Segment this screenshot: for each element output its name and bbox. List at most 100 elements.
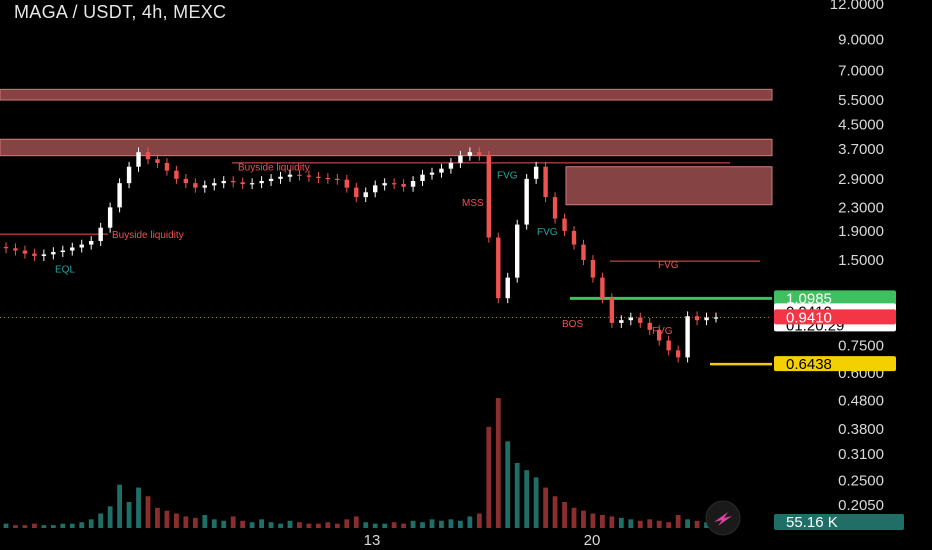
volume-bar <box>136 487 141 528</box>
volume-bar <box>514 463 520 528</box>
volume-bar <box>145 496 151 528</box>
price-badge-value: 0.6438 <box>786 356 832 373</box>
volume-bar <box>183 516 189 528</box>
candle-body <box>429 172 435 175</box>
volume-bar <box>221 520 227 528</box>
candle-body <box>647 322 652 330</box>
candle-body <box>410 180 416 187</box>
candle-body <box>240 182 245 185</box>
time-axis[interactable]: 13 20 <box>364 532 601 549</box>
candle-body <box>22 250 28 254</box>
candle-body <box>458 155 463 163</box>
candle-body <box>145 152 151 160</box>
candle-body <box>496 237 501 299</box>
price-tick-label: 1.5000 <box>838 252 884 269</box>
volume-badge <box>774 514 904 530</box>
chart-title: MAGA / USDT, 4h, MEXC <box>14 2 227 22</box>
candle-body <box>382 183 387 186</box>
volume-bar <box>174 513 179 528</box>
price-tick-label: 0.4800 <box>838 392 884 409</box>
candle-body <box>704 317 709 321</box>
candle-body <box>354 187 359 198</box>
volume-bar <box>155 507 160 528</box>
volume-bar <box>694 520 700 528</box>
price-tick-label: 0.3100 <box>838 446 884 463</box>
volume-bar <box>32 523 37 528</box>
annotations: Buyside liquidity Buyside liquidity EQL MSS… <box>55 163 679 337</box>
candle-body <box>259 180 264 184</box>
time-tick-label: 20 <box>584 532 601 549</box>
candle-body <box>486 155 491 238</box>
volume-bar <box>486 426 492 528</box>
candle-body <box>562 218 567 231</box>
volume-bar <box>230 516 236 528</box>
candle-body <box>609 298 615 323</box>
candle-body <box>174 170 179 179</box>
price-tick-label: 0.2050 <box>838 497 884 514</box>
volume-bar <box>249 522 255 528</box>
volume-bar <box>439 520 444 528</box>
replay-button[interactable] <box>705 500 741 536</box>
volume-bar <box>685 519 690 528</box>
volume-bar <box>647 519 653 528</box>
price-tick-label: 5.5000 <box>838 92 884 109</box>
candle-body <box>193 183 198 188</box>
candle-body <box>391 183 397 185</box>
volume-bar <box>353 516 359 528</box>
chart-annotation: FVG <box>652 326 673 337</box>
candle-body <box>581 244 586 260</box>
price-tick-label: 1.9000 <box>838 223 884 240</box>
price-badge <box>774 290 896 306</box>
candle-body <box>117 183 122 208</box>
chart-annotation: FVG <box>497 171 518 182</box>
volume-bar <box>22 525 28 528</box>
price-badge-value: 1.0985 <box>786 290 832 307</box>
volume-bar <box>401 523 406 528</box>
volume-bar <box>628 519 634 528</box>
supply-zone <box>0 88 773 101</box>
candle-body <box>155 159 160 163</box>
candle-body <box>41 254 47 256</box>
candle-body <box>249 183 255 185</box>
chart-annotation: FVG <box>658 260 679 271</box>
candle-body <box>439 168 444 173</box>
chart-annotation: BOS <box>562 319 583 330</box>
candle-body <box>32 253 37 256</box>
price-tick-label: 2.9000 <box>838 171 884 188</box>
volume-badge-value: 55.16 K <box>786 514 838 531</box>
volume-bar <box>98 513 104 528</box>
candle-body <box>3 247 9 249</box>
volume-bar <box>334 523 340 528</box>
candle-body <box>268 178 274 181</box>
candle-body <box>164 162 170 171</box>
volume-bar <box>618 517 624 528</box>
volume-bar <box>344 519 350 528</box>
volume-bar <box>476 513 482 528</box>
candle-body <box>79 244 84 248</box>
volume-bar <box>675 515 681 528</box>
volume-bar <box>88 519 94 528</box>
candle-body <box>306 175 312 177</box>
price-badge-value: 0.9410 <box>786 309 832 326</box>
volume-bar <box>126 502 132 528</box>
volume-bar <box>240 520 246 528</box>
price-axis[interactable]: 12.0000 9.0000 7.0000 5.5000 4.5000 3.7000 2.9… <box>830 0 884 514</box>
volume-bar <box>325 522 331 528</box>
volume-bar <box>79 522 85 528</box>
lightning-glyph <box>714 512 732 526</box>
volume-bar <box>571 507 577 528</box>
volume-bar <box>107 506 113 528</box>
volume-bar <box>543 487 548 528</box>
price-tick-label: 0.3800 <box>838 421 884 438</box>
candle-body <box>325 177 331 180</box>
volume-bar <box>429 519 435 528</box>
candle-body <box>70 247 75 251</box>
candle-body <box>335 178 340 181</box>
volume-bar <box>164 510 170 528</box>
candle-body <box>51 252 56 255</box>
volume-bar <box>495 398 501 528</box>
candle-body <box>619 320 624 323</box>
volume-bar <box>202 515 208 528</box>
candle-body <box>685 316 690 358</box>
